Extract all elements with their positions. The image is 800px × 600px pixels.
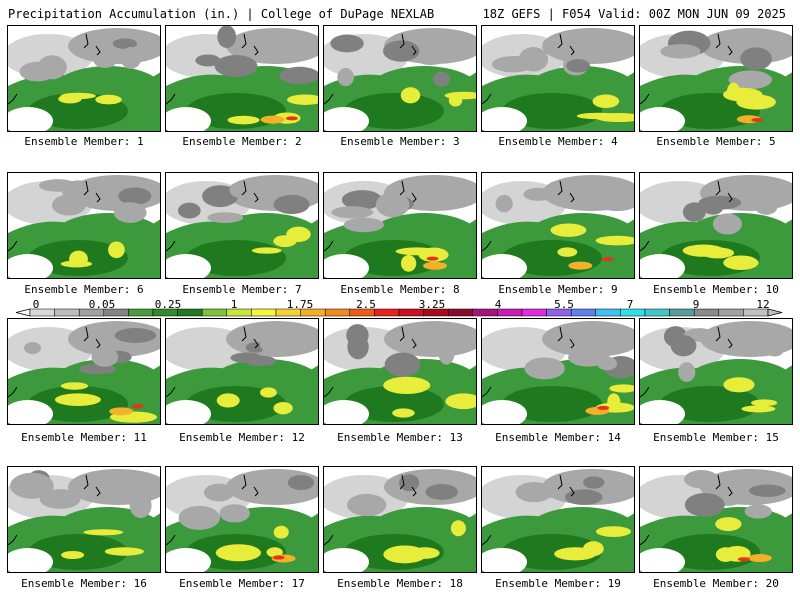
ensemble-map-7	[165, 172, 319, 279]
precipitation-colorbar	[15, 308, 783, 317]
ensemble-member-caption: Ensemble Member: 11	[21, 431, 147, 444]
ensemble-member-caption: Ensemble Member: 4	[498, 135, 618, 148]
ensemble-map-2	[165, 25, 319, 132]
ensemble-member-caption: Ensemble Member: 2	[182, 135, 302, 148]
colorbar-max-arrow	[767, 308, 783, 317]
colorbar-swatch	[447, 308, 474, 317]
ensemble-map-14	[481, 318, 635, 425]
ensemble-map-20	[639, 466, 793, 573]
ensemble-member-caption: Ensemble Member: 17	[179, 577, 305, 590]
ensemble-map-10	[639, 172, 793, 279]
colorbar-tick-label: 3.25	[418, 298, 446, 311]
ensemble-member-caption: Ensemble Member: 10	[653, 283, 779, 296]
colorbar-swatch	[177, 308, 203, 317]
colorbar-tick-label: 7	[626, 298, 634, 311]
ensemble-map-6	[7, 172, 161, 279]
ensemble-member-caption: Ensemble Member: 13	[337, 431, 463, 444]
ensemble-member-caption: Ensemble Member: 12	[179, 431, 305, 444]
colorbar-swatch	[595, 308, 621, 317]
colorbar-swatch	[644, 308, 670, 317]
colorbar-swatch	[201, 308, 228, 317]
colorbar-swatch	[128, 308, 154, 317]
colorbar-tick-label: 4	[494, 298, 502, 311]
ensemble-member-caption: Ensemble Member: 6	[24, 283, 144, 296]
map-title: Precipitation Accumulation (in.) | Colle…	[8, 7, 435, 21]
ensemble-member-caption: Ensemble Member: 20	[653, 577, 779, 590]
colorbar-tick-label: 5.5	[554, 298, 574, 311]
colorbar-swatch	[521, 308, 547, 317]
model-valid-time: 18Z GEFS | F054 Valid: 00Z MON JUN 09 20…	[482, 7, 786, 21]
ensemble-map-8	[323, 172, 477, 279]
colorbar-tick-label: 0.05	[88, 298, 116, 311]
ensemble-map-9	[481, 172, 635, 279]
ensemble-map-17	[165, 466, 319, 573]
colorbar-tick-label: 2.5	[356, 298, 376, 311]
colorbar-swatch	[718, 308, 744, 317]
colorbar-swatch	[374, 308, 400, 317]
ensemble-map-15	[639, 318, 793, 425]
colorbar-min-arrow	[15, 308, 31, 317]
ensemble-member-caption: Ensemble Member: 19	[495, 577, 621, 590]
ensemble-member-caption: Ensemble Member: 16	[21, 577, 147, 590]
ensemble-map-19	[481, 466, 635, 573]
colorbar-swatch	[669, 308, 695, 317]
colorbar-tick-label: 0.25	[154, 298, 182, 311]
colorbar-swatch	[54, 308, 80, 317]
ensemble-map-1	[7, 25, 161, 132]
ensemble-member-caption: Ensemble Member: 18	[337, 577, 463, 590]
colorbar-swatch	[251, 308, 277, 317]
colorbar-tick-label: 12	[756, 298, 770, 311]
ensemble-member-caption: Ensemble Member: 7	[182, 283, 302, 296]
ensemble-member-caption: Ensemble Member: 3	[340, 135, 460, 148]
ensemble-map-11	[7, 318, 161, 425]
colorbar-tick-label: 0	[32, 298, 40, 311]
colorbar-tick-label: 1	[230, 298, 238, 311]
colorbar-swatch	[570, 308, 597, 317]
ensemble-map-3	[323, 25, 477, 132]
ensemble-member-caption: Ensemble Member: 1	[24, 135, 144, 148]
ensemble-map-13	[323, 318, 477, 425]
ensemble-member-caption: Ensemble Member: 15	[653, 431, 779, 444]
colorbar-tick-label: 9	[692, 298, 700, 311]
ensemble-map-12	[165, 318, 319, 425]
ensemble-member-caption: Ensemble Member: 14	[495, 431, 621, 444]
ensemble-map-5	[639, 25, 793, 132]
ensemble-member-caption: Ensemble Member: 9	[498, 283, 618, 296]
ensemble-member-caption: Ensemble Member: 8	[340, 283, 460, 296]
ensemble-member-caption: Ensemble Member: 5	[656, 135, 776, 148]
colorbar-swatch	[324, 308, 351, 317]
ensemble-map-4	[481, 25, 635, 132]
colorbar-tick-label: 1.75	[286, 298, 314, 311]
ensemble-map-18	[323, 466, 477, 573]
ensemble-map-16	[7, 466, 161, 573]
